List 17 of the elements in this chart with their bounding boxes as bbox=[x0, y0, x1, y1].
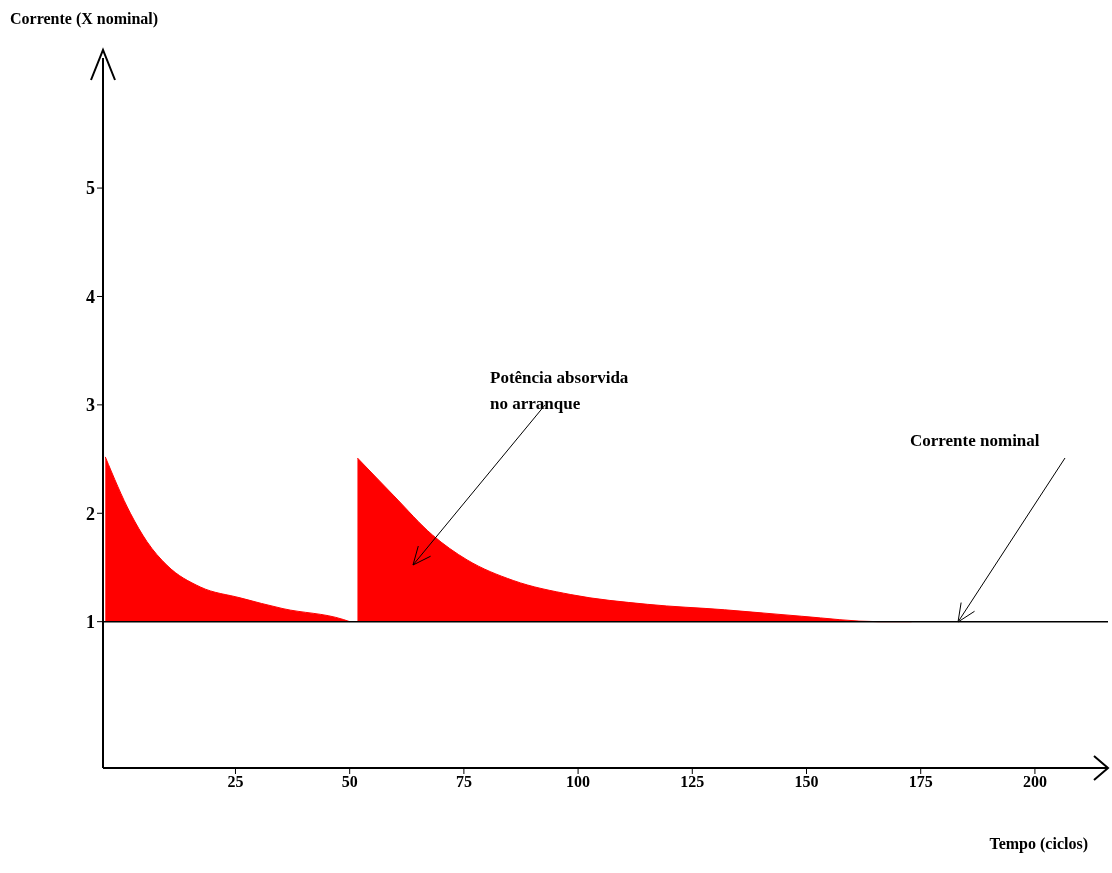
x-tick-label: 75 bbox=[455, 773, 472, 791]
y-tick-label: 2 bbox=[86, 503, 95, 524]
annotation: Corrente nominal bbox=[910, 430, 1040, 452]
x-tick-label: 125 bbox=[680, 773, 705, 791]
x-axis-title: Tempo (ciclos) bbox=[989, 835, 1088, 853]
y-tick-label: 5 bbox=[86, 178, 95, 199]
y-axis-title: Corrente (X nominal) bbox=[10, 10, 159, 28]
x-tick-label: 200 bbox=[1022, 773, 1047, 791]
x-tick-label: 50 bbox=[341, 773, 358, 791]
annotation: Potência absorvida no arranque bbox=[490, 367, 629, 415]
y-tick-label: 1 bbox=[86, 612, 95, 633]
x-tick-label: 175 bbox=[908, 773, 933, 791]
y-tick-label: 3 bbox=[86, 395, 95, 416]
x-tick-label: 150 bbox=[794, 773, 819, 791]
x-tick-label: 100 bbox=[566, 773, 591, 791]
y-tick-label: 4 bbox=[86, 286, 95, 307]
x-tick-label: 25 bbox=[227, 773, 244, 791]
